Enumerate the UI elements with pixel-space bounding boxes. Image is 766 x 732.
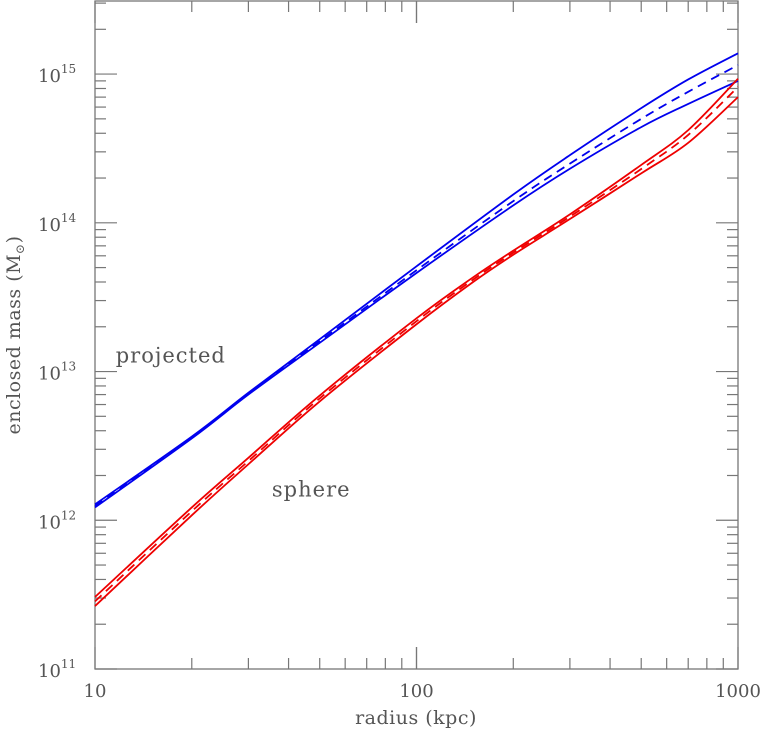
sun-symbol: ⊙ bbox=[13, 243, 27, 254]
annotations: projected sphere bbox=[116, 344, 351, 502]
y-tick-exponent: 14 bbox=[61, 211, 77, 225]
sphere-solid-line bbox=[94, 96, 739, 607]
y-tick-base: 10 bbox=[38, 66, 61, 87]
y-tick-label: 1014 bbox=[38, 211, 77, 236]
y-tick-exponent: 13 bbox=[61, 360, 76, 374]
y-axis-title-text: enclosed mass (M bbox=[3, 254, 25, 435]
x-tick-labels: 10 100 1000 bbox=[84, 681, 761, 702]
y-tick-base: 10 bbox=[38, 215, 61, 236]
plot-frame bbox=[94, 0, 739, 670]
annotation-sphere: sphere bbox=[272, 477, 351, 501]
y-tick-label: 1012 bbox=[38, 508, 76, 533]
projected-dashed-line bbox=[94, 64, 739, 507]
series-layer bbox=[94, 52, 739, 607]
major-ticks bbox=[94, 1, 739, 670]
projected-solid-line bbox=[94, 52, 739, 506]
y-tick-base: 10 bbox=[38, 364, 61, 385]
y-tick-exponent: 12 bbox=[61, 508, 76, 522]
x-tick-label: 1000 bbox=[715, 681, 761, 702]
x-axis-title: radius (kpc) bbox=[355, 707, 477, 729]
projected-solid-line bbox=[94, 80, 739, 509]
y-axis-title-close: ) bbox=[3, 235, 25, 243]
y-tick-base: 10 bbox=[38, 661, 61, 682]
y-tick-base: 10 bbox=[38, 512, 61, 533]
minor-ticks bbox=[95, 1, 738, 669]
y-tick-exponent: 11 bbox=[61, 657, 76, 671]
y-axis-title: enclosed mass (M⊙) bbox=[3, 235, 27, 434]
y-tick-label: 1011 bbox=[38, 657, 76, 682]
y-tick-exponent: 15 bbox=[61, 62, 76, 76]
sphere-dashed-line bbox=[94, 86, 739, 603]
sphere-solid-line bbox=[94, 78, 739, 598]
y-tick-label: 1013 bbox=[38, 360, 76, 385]
annotation-projected: projected bbox=[116, 344, 226, 368]
x-tick-label: 10 bbox=[84, 681, 107, 702]
y-tick-label: 1015 bbox=[38, 62, 76, 87]
x-tick-label: 100 bbox=[399, 681, 433, 702]
